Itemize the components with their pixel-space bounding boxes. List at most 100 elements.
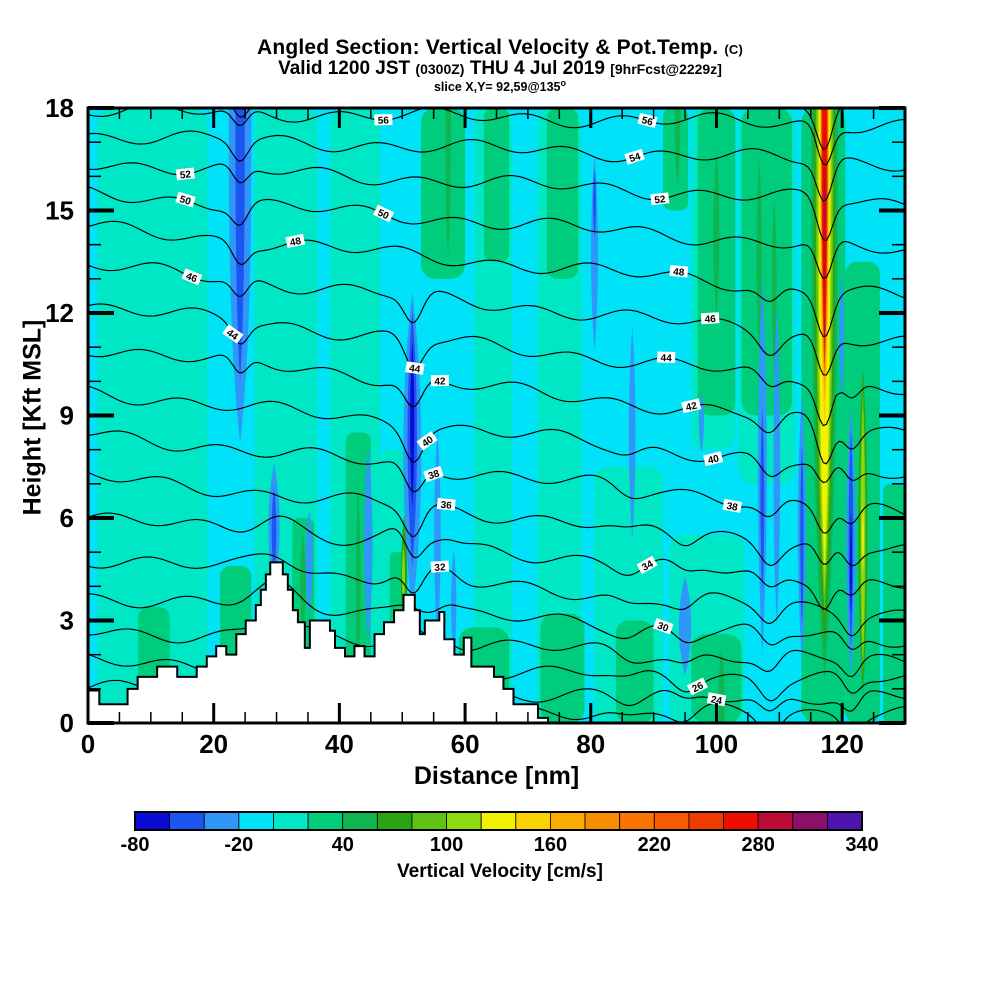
valid-time: Valid 1200 JST [278,58,411,79]
valid-date: THU 4 Jul 2019 [469,58,605,79]
colorbar-segment-7 [376,811,413,831]
svg-text:56: 56 [378,116,390,127]
contour-line-34 [88,512,905,610]
contour-line-48 [88,220,905,338]
svg-text:50: 50 [376,207,391,222]
colorbar-tick-160: 160 [534,834,567,856]
x-tick-120: 120 [820,729,863,759]
svg-text:44: 44 [660,353,672,364]
velocity-fill-layer [88,108,905,723]
contour-label-46: 46 [181,268,203,286]
contour-labels: 52 50 46 44 48 56 50 44 42 40 38 36 32 56 54 52 48 46 44 42… [175,112,743,707]
colorbar-segment-16 [688,811,724,831]
svg-text:30: 30 [656,621,671,635]
svg-text:54: 54 [628,151,642,165]
x-tick-20: 20 [199,729,228,759]
colorbar-segment-0 [134,811,171,831]
slice-info: slice X,Y= 92,59@135 [433,80,561,95]
valid-time-line: Valid 1200 JST (0300Z) THU 4 Jul 2019 [9… [0,58,1000,80]
y-tick-6: 6 [60,503,74,533]
svg-text:44: 44 [408,363,421,376]
colorbar-segment-8 [411,811,447,831]
y-axis-title: Height [Kft MSL] [18,319,47,516]
x-tick-100: 100 [695,729,738,759]
colorbar-segment-14 [619,811,655,831]
svg-text:38: 38 [726,501,739,514]
y-tick-0: 0 [60,708,74,738]
y-tick-3: 3 [60,606,74,636]
colorbar-segment-15 [653,811,690,831]
svg-text:36: 36 [440,500,453,512]
svg-text:52: 52 [179,169,192,181]
valid-utc: (0300Z) [415,61,465,77]
x-tick-40: 40 [325,729,354,759]
colorbar-segment-5 [307,811,344,831]
contour-line-50 [88,185,905,280]
svg-text:46: 46 [704,314,716,326]
svg-text:52: 52 [654,194,667,206]
svg-text:48: 48 [673,267,686,279]
degree-mark: o [560,78,567,88]
y-tick-12: 12 [45,298,74,328]
svg-text:42: 42 [685,401,699,414]
contour-line-40 [88,385,905,484]
x-tick-0: 0 [81,729,95,759]
colorbar-segment-11 [515,811,551,831]
contour-label-50: 50 [373,204,395,222]
contour-label-56: 56 [374,114,393,127]
colorbar-segment-3 [238,811,274,831]
page-title: Angled Section: Vertical Velocity & Pot.… [0,36,1000,60]
svg-text:32: 32 [434,562,446,574]
contour-label-38: 38 [722,498,743,514]
x-tick-labels: 0 20 40 60 80 100 120 [81,729,864,759]
contour-line-36 [88,471,905,567]
contour-line-30 [88,578,905,650]
svg-text:42: 42 [434,376,446,387]
contour-label-44: 44 [222,324,244,344]
y-tick-9: 9 [60,401,74,431]
contour-label-32: 32 [430,560,450,574]
colorbar-segment-9 [446,811,482,831]
contour-label-24: 24 [706,692,727,707]
contour-line-46 [88,262,905,376]
colorbar-segment-4 [273,811,309,831]
contour-label-42: 42 [681,398,702,414]
colorbar-segment-13 [584,811,621,831]
colorbar-segment-20 [826,811,863,831]
contour-line-42 [88,348,905,465]
contour-label-40: 40 [416,431,438,451]
title-text: Angled Section: Vertical Velocity & Pot.… [256,36,719,59]
contour-label-26: 26 [686,677,708,696]
contour-line-38 [88,430,905,534]
y-tick-15: 15 [45,196,74,226]
contour-label-42: 42 [430,374,450,388]
slice-info-line: slice X,Y= 92,59@135o [0,78,1000,94]
y-tick-18: 18 [45,93,74,123]
contour-label-44: 44 [405,361,425,376]
svg-text:50: 50 [178,194,192,208]
svg-text:48: 48 [289,236,303,249]
svg-text:24: 24 [710,694,723,707]
contour-line-28 [88,620,905,678]
svg-text:56: 56 [640,115,654,129]
colorbar-segment-19 [792,811,828,831]
colorbar-tick-100: 100 [430,834,463,856]
title-unit: (C) [724,42,744,57]
colorbar-tick-340: 340 [845,834,878,856]
colorbar-segment-6 [342,811,378,831]
contour-label-46: 46 [700,312,720,326]
contour-label-52: 52 [650,192,670,206]
svg-text:46: 46 [184,271,199,286]
terrain-silhouette [88,561,550,723]
svg-text:40: 40 [707,453,721,466]
x-axis-title: Distance [nm] [413,762,580,790]
svg-text:34: 34 [640,558,655,573]
colorbar-tick-280: 280 [741,834,774,856]
contour-label-54: 54 [624,148,645,165]
colorbar-tick-40: 40 [332,834,354,856]
colorbar: -80 -20 40 100 160 220 280 340 [121,811,879,856]
contour-label-52: 52 [175,167,195,181]
contour-label-48: 48 [285,233,306,249]
